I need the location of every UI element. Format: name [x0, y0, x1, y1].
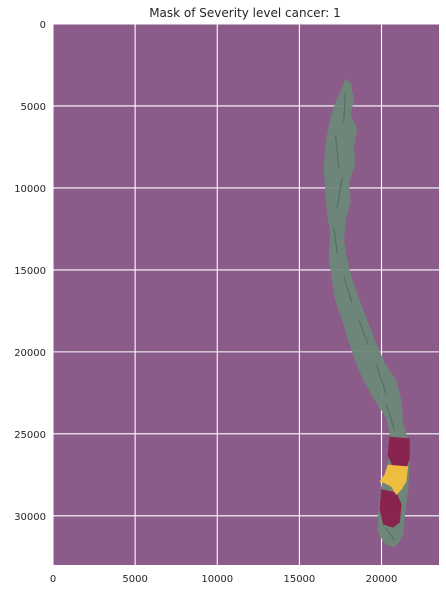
x-tick-label: 10000 [201, 574, 233, 585]
y-tick-label: 10000 [14, 184, 46, 195]
x-tick-label: 0 [50, 574, 56, 585]
x-tick-label: 20000 [366, 574, 398, 585]
tissue-texture [336, 178, 343, 208]
y-axis: 0 5000 10000 15000 20000 25000 30000 [14, 20, 46, 523]
y-tick-label: 20000 [14, 348, 46, 359]
y-tick-label: 25000 [14, 430, 46, 441]
y-tick-label: 5000 [21, 102, 46, 113]
tissue-texture [376, 364, 388, 395]
tissue-texture [334, 135, 340, 169]
x-tick-label: 15000 [283, 574, 315, 585]
tissue-texture [343, 276, 353, 303]
tissue-texture [333, 227, 338, 254]
y-tick-label: 0 [40, 20, 46, 31]
tissue-texture [385, 404, 396, 431]
tissue-texture [385, 528, 396, 541]
y-tick-label: 15000 [14, 266, 46, 277]
x-axis: 0 5000 10000 15000 20000 [50, 574, 398, 585]
plot-area [52, 23, 439, 565]
y-tick-label: 30000 [14, 512, 46, 523]
region-severity-1-high [379, 464, 409, 495]
region-tissue [323, 79, 410, 548]
region-severity-1-lower [379, 489, 402, 528]
mask-background [53, 24, 439, 565]
x-tick-label: 5000 [122, 574, 147, 585]
tissue-texture [357, 318, 369, 346]
tissue-texture [343, 92, 346, 123]
chart-title: Mask of Severity level cancer: 1 [149, 6, 341, 20]
